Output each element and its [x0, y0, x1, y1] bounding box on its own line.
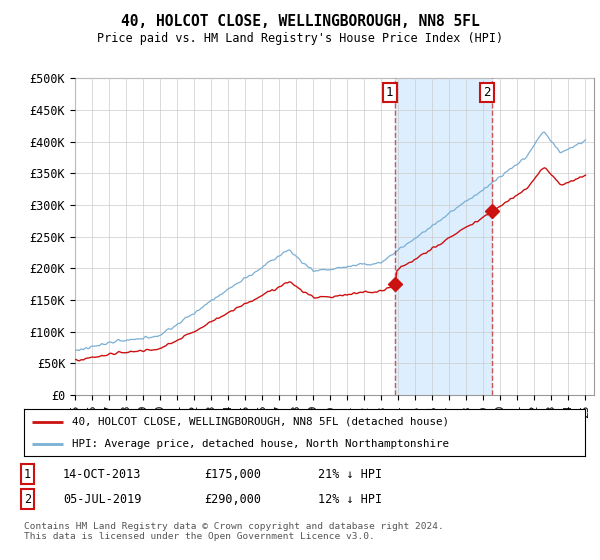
Text: £175,000: £175,000	[204, 468, 261, 480]
Text: Price paid vs. HM Land Registry's House Price Index (HPI): Price paid vs. HM Land Registry's House …	[97, 32, 503, 45]
Text: 2: 2	[24, 493, 31, 506]
Bar	[395, 78, 492, 395]
Text: 40, HOLCOT CLOSE, WELLINGBOROUGH, NN8 5FL: 40, HOLCOT CLOSE, WELLINGBOROUGH, NN8 5F…	[121, 14, 479, 29]
Text: 1: 1	[386, 86, 394, 99]
Text: HPI: Average price, detached house, North Northamptonshire: HPI: Average price, detached house, Nort…	[71, 438, 449, 449]
Text: 1: 1	[24, 468, 31, 480]
Text: 12% ↓ HPI: 12% ↓ HPI	[318, 493, 382, 506]
Text: 40, HOLCOT CLOSE, WELLINGBOROUGH, NN8 5FL (detached house): 40, HOLCOT CLOSE, WELLINGBOROUGH, NN8 5F…	[71, 417, 449, 427]
Text: Contains HM Land Registry data © Crown copyright and database right 2024.
This d: Contains HM Land Registry data © Crown c…	[24, 522, 444, 542]
Text: 05-JUL-2019: 05-JUL-2019	[63, 493, 142, 506]
Text: 2: 2	[483, 86, 491, 99]
Text: 21% ↓ HPI: 21% ↓ HPI	[318, 468, 382, 480]
Text: 14-OCT-2013: 14-OCT-2013	[63, 468, 142, 480]
Text: £290,000: £290,000	[204, 493, 261, 506]
